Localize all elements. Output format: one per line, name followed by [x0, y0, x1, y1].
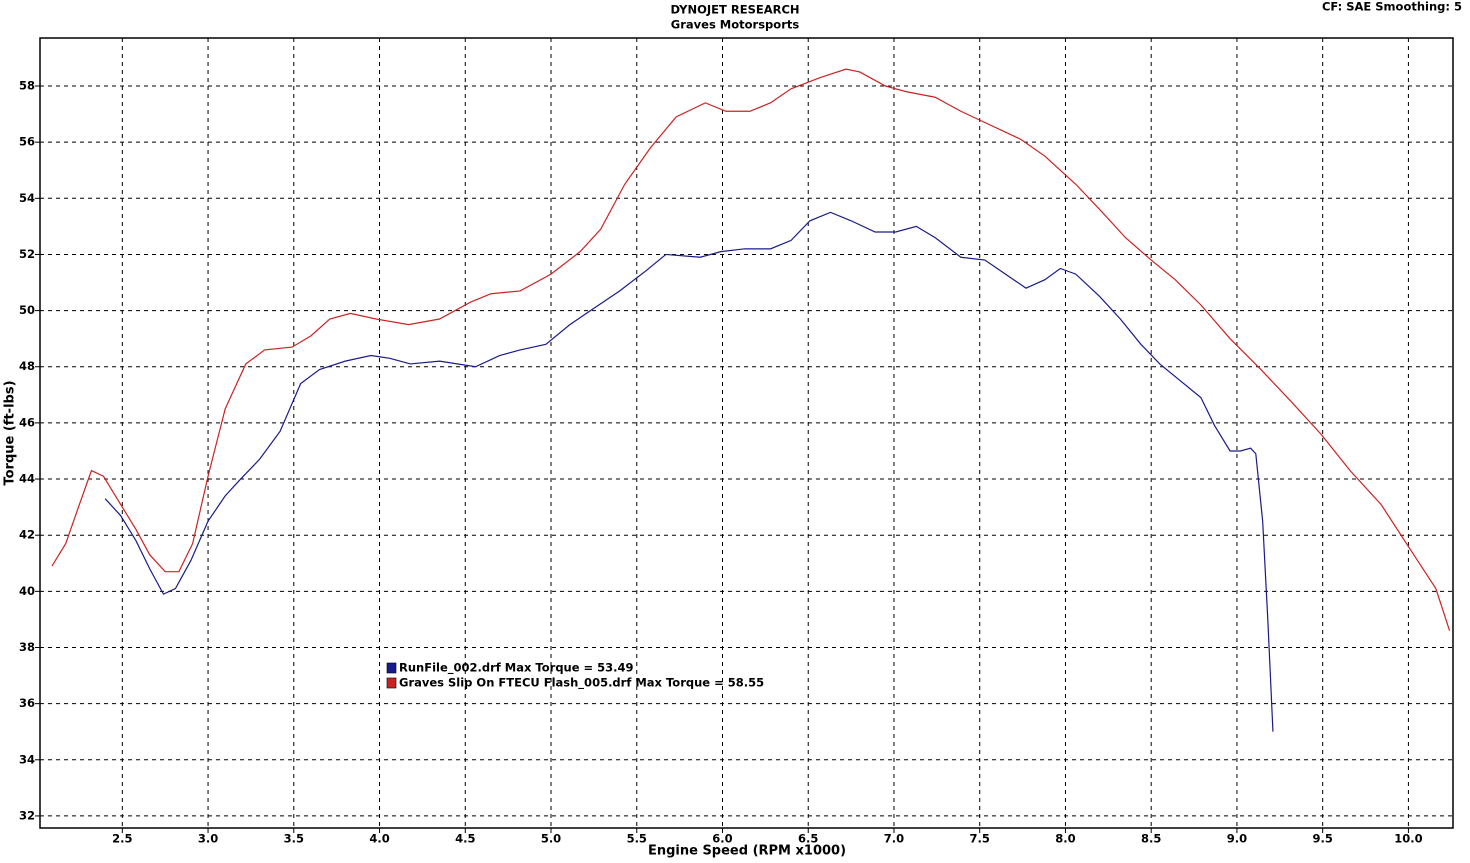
series-line [51, 68, 1451, 631]
y-tick-label: 58 [19, 79, 35, 93]
y-tick-label: 32 [19, 808, 35, 822]
y-tick-label: 56 [19, 135, 35, 149]
chart-subtitle: Graves Motorsports [671, 18, 800, 32]
y-tick-label: 34 [19, 752, 35, 766]
x-tick-label: 5.5 [627, 832, 647, 846]
x-tick-label: 9.0 [1227, 832, 1247, 846]
y-tick-label: 44 [19, 472, 35, 486]
x-tick-label: 6.5 [798, 832, 818, 846]
x-tick-label: 2.5 [112, 832, 132, 846]
x-tick-label: 10.0 [1394, 832, 1422, 846]
series-line [104, 211, 1274, 732]
x-axis-label: Engine Speed (RPM x1000) [648, 844, 846, 859]
x-tick-label: 8.5 [1141, 832, 1161, 846]
x-tick-label: 3.5 [284, 832, 304, 846]
y-tick-label: 46 [19, 415, 35, 429]
y-axis-label: Torque (ft-lbs) [3, 380, 18, 485]
y-tick-label: 52 [19, 247, 35, 261]
y-tick-label: 38 [19, 640, 35, 654]
legend-label: RunFile_002.drf Max Torque = 53.49 [399, 661, 634, 676]
plot-frame [39, 37, 1454, 829]
y-tick-label: 42 [19, 528, 35, 542]
y-tick-label: 48 [19, 359, 35, 373]
x-tick-label: 9.5 [1312, 832, 1332, 846]
x-tick-label: 4.5 [455, 832, 475, 846]
y-tick-label: 50 [19, 303, 35, 317]
legend-label: Graves Slip On FTECU Flash_005.drf Max T… [399, 676, 764, 691]
legend-swatch [386, 662, 397, 674]
y-tick-label: 36 [19, 696, 35, 710]
x-tick-label: 3.0 [198, 832, 218, 846]
x-tick-label: 5.0 [541, 832, 561, 846]
y-tick-label: 54 [19, 191, 35, 205]
x-tick-label: 7.5 [970, 832, 990, 846]
x-tick-label: 7.0 [884, 832, 904, 846]
x-tick-label: 4.0 [369, 832, 389, 846]
annotation: CF: SAE Smoothing: 5 [1322, 0, 1462, 14]
y-tick-label: 40 [19, 584, 35, 598]
chart-title: DYNOJET RESEARCH [670, 3, 799, 17]
x-tick-label: 8.0 [1055, 832, 1075, 846]
legend-swatch [386, 677, 397, 689]
x-tick-label: 6.0 [712, 832, 732, 846]
